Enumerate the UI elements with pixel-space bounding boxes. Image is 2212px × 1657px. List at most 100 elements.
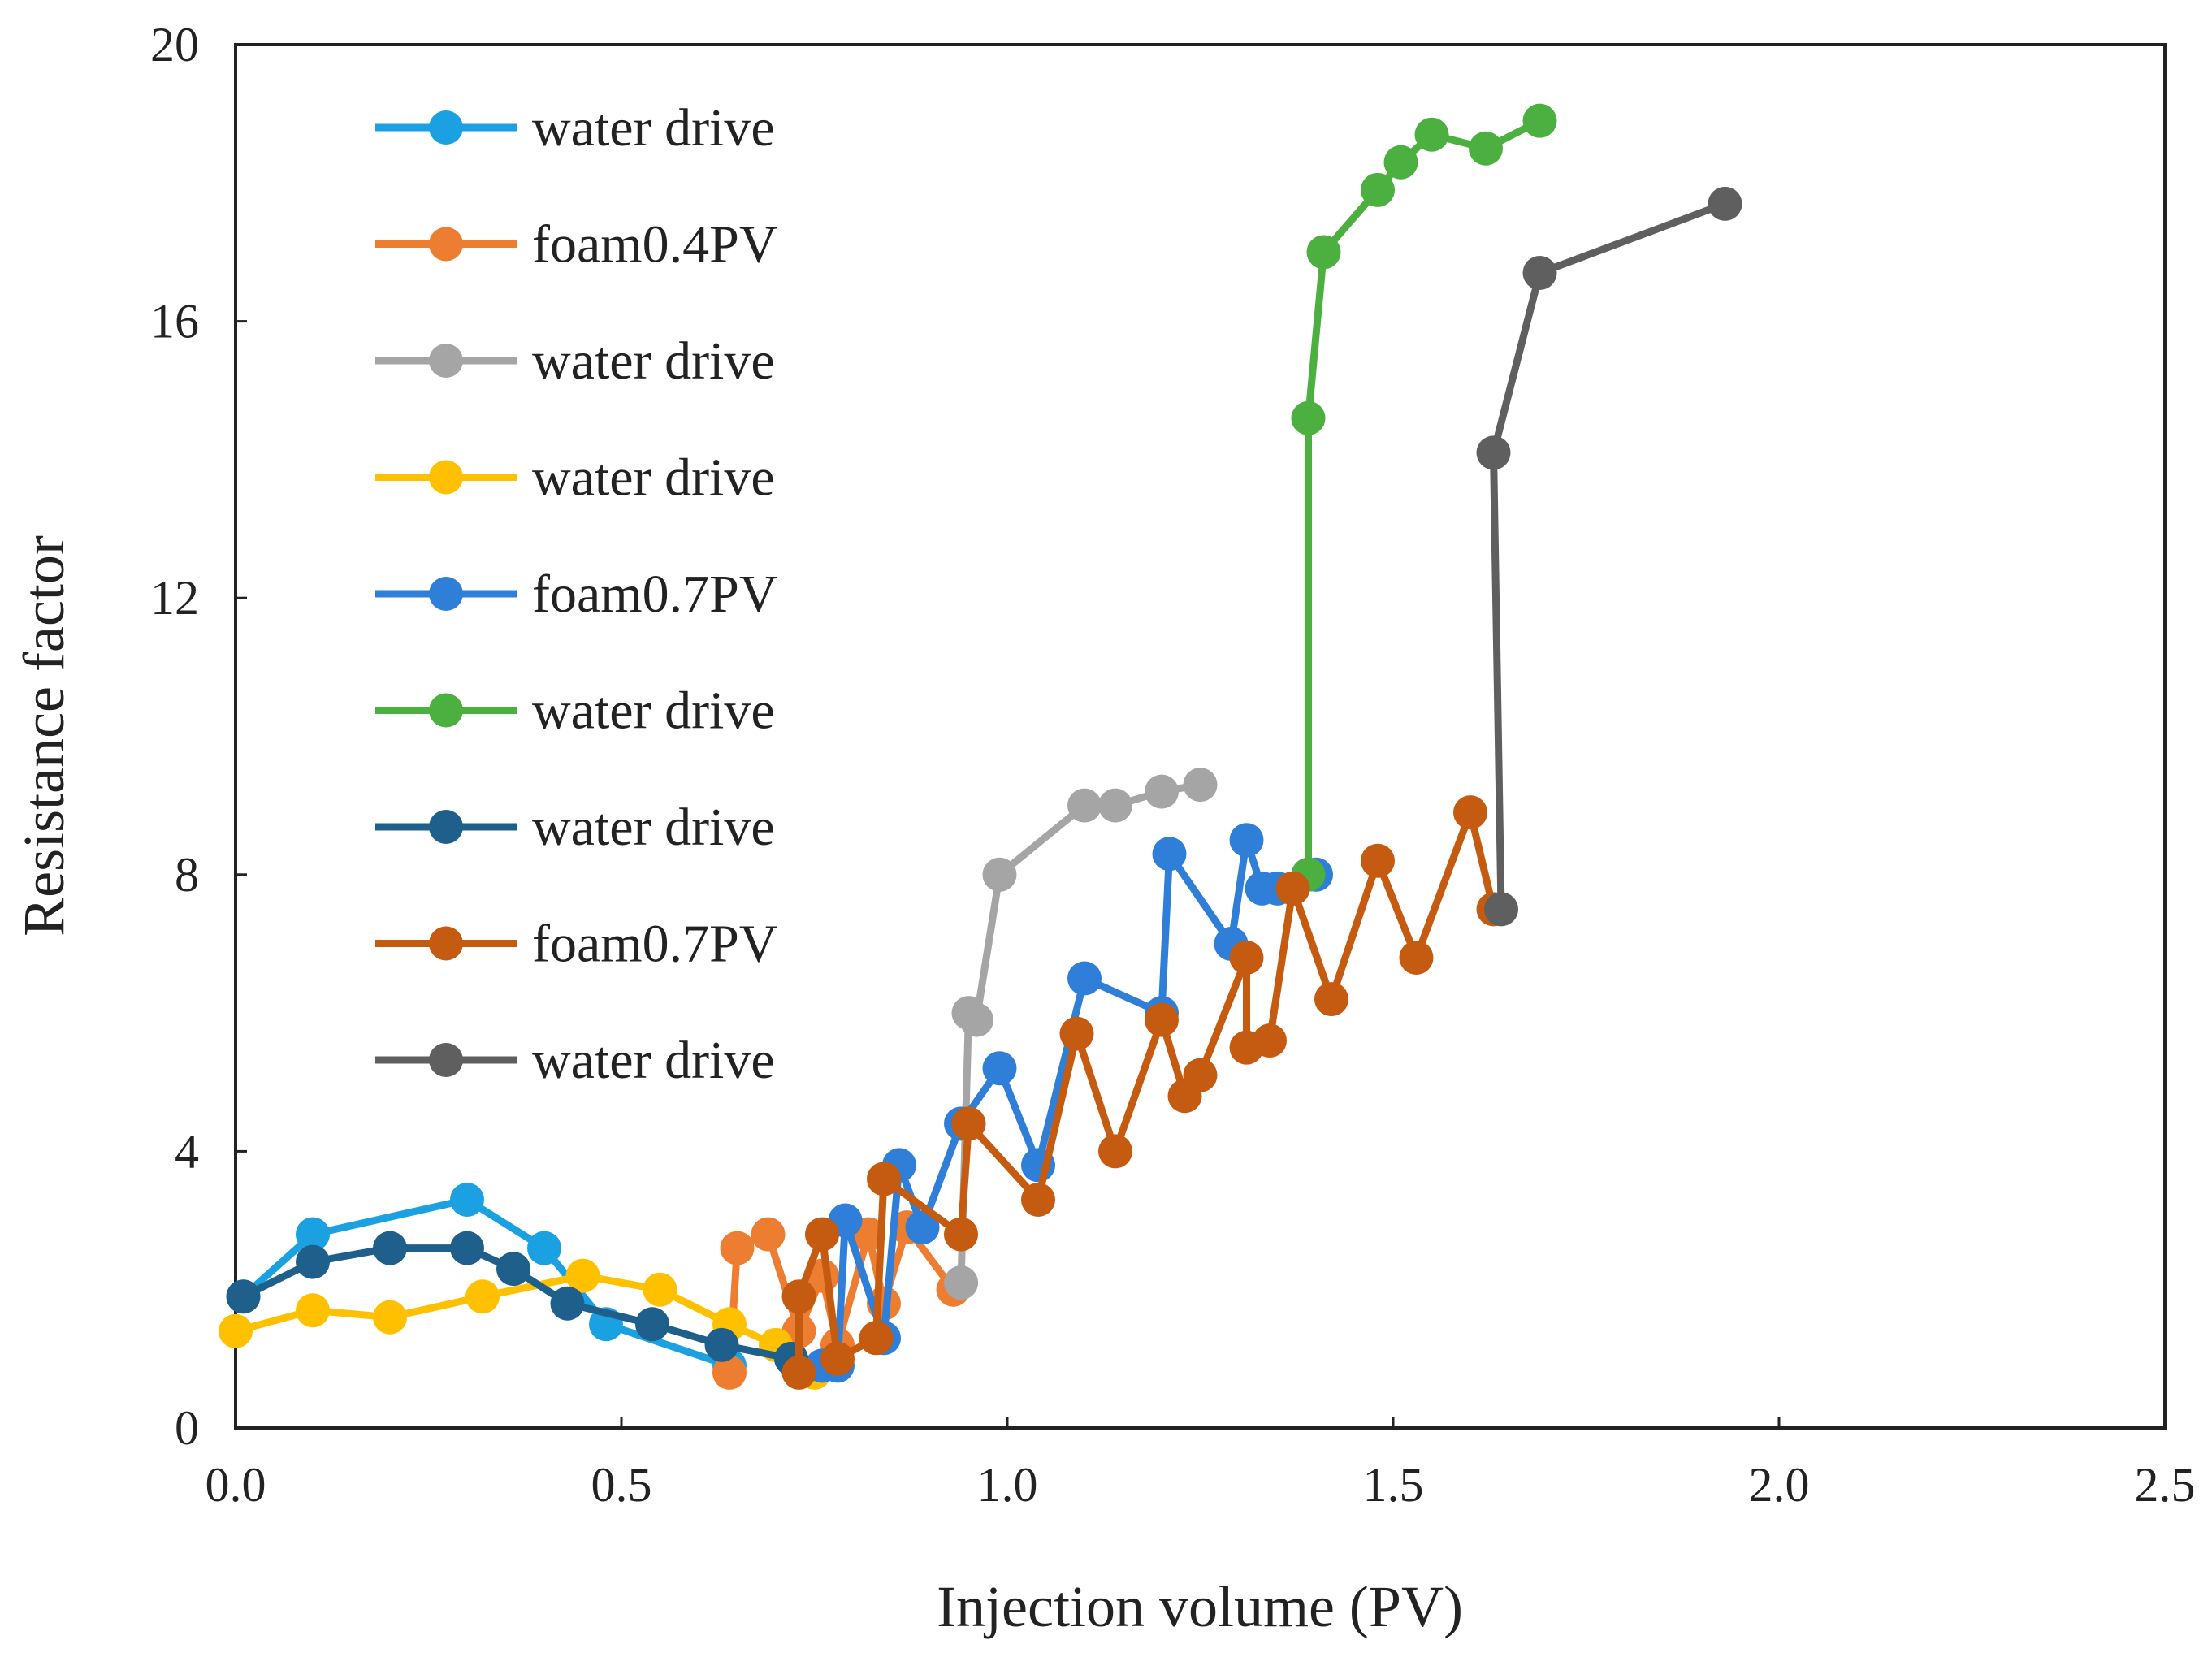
data-point: [1383, 145, 1418, 180]
legend-item: foam0.4PV: [375, 215, 777, 275]
legend: water drive foam0.4PV water drive water dri…: [375, 98, 777, 1090]
data-point: [982, 1051, 1017, 1086]
y-tick-label: 12: [150, 571, 199, 625]
legend-item: foam0.7PV: [375, 565, 777, 624]
legend-marker: [429, 460, 463, 495]
x-tick-label: 1.0: [977, 1458, 1038, 1512]
legend-marker: [429, 810, 463, 844]
legend-label: water drive: [532, 1031, 775, 1090]
data-point: [905, 1210, 940, 1245]
data-point: [867, 1162, 901, 1196]
y-axis-title: Resistance factor: [11, 535, 76, 937]
data-point: [1229, 940, 1264, 975]
data-point: [1059, 1016, 1094, 1051]
x-axis: 0.0 0.5 1.0 1.5 2.0 2.5: [206, 1417, 2196, 1512]
data-point: [373, 1300, 407, 1335]
series-3: [944, 768, 1218, 1300]
data-point: [944, 1265, 978, 1300]
legend-item: water drive: [375, 98, 775, 158]
data-point: [296, 1217, 330, 1252]
data-point: [1253, 1023, 1287, 1058]
data-point: [1522, 255, 1557, 290]
legend-label: foam0.4PV: [532, 215, 777, 275]
data-point: [527, 1231, 561, 1265]
data-point: [805, 1217, 839, 1252]
legend-marker: [429, 577, 463, 611]
data-point: [751, 1217, 786, 1252]
data-point: [565, 1258, 600, 1293]
data-point: [1145, 774, 1179, 809]
series-9: [1476, 186, 1742, 927]
legend-marker: [429, 1043, 463, 1077]
legend-label: water drive: [532, 98, 775, 158]
data-point: [1361, 172, 1395, 207]
data-point: [373, 1231, 407, 1265]
data-point: [496, 1252, 530, 1287]
data-point: [1476, 435, 1511, 470]
data-point: [1291, 400, 1326, 435]
legend-item: foam0.7PV: [375, 915, 777, 974]
series-8: [781, 795, 1511, 1390]
legend-item: water drive: [375, 681, 775, 741]
data-point: [951, 1106, 986, 1141]
x-tick-label: 1.5: [1363, 1458, 1424, 1512]
x-axis-title: Injection volume (PV): [937, 1574, 1463, 1639]
data-point: [1183, 768, 1218, 803]
data-point: [1152, 837, 1187, 872]
legend-label: water drive: [532, 681, 775, 741]
data-point: [1453, 795, 1487, 830]
data-point: [720, 1231, 755, 1265]
series-6: [1291, 103, 1557, 892]
legend-label: water drive: [532, 331, 775, 391]
legend-label: foam0.7PV: [532, 915, 777, 974]
legend-marker: [429, 110, 463, 145]
legend-item: water drive: [375, 1031, 775, 1090]
data-point: [1067, 788, 1102, 823]
data-point: [1522, 103, 1557, 138]
series-line: [1490, 200, 1727, 910]
data-point: [712, 1355, 747, 1390]
y-tick-label: 16: [150, 295, 199, 348]
legend-marker: [429, 227, 463, 262]
y-axis: 0 4 8 12 16 20: [150, 18, 247, 1455]
data-point: [450, 1183, 484, 1218]
data-point: [226, 1279, 261, 1314]
data-point: [1098, 1134, 1132, 1169]
legend-item: water drive: [375, 448, 775, 508]
data-point: [296, 1244, 330, 1279]
series-layer: [219, 103, 1742, 1390]
data-point: [296, 1293, 330, 1328]
data-point: [781, 1355, 816, 1390]
data-point: [944, 1217, 978, 1252]
data-point: [635, 1307, 669, 1342]
data-point: [219, 1313, 253, 1348]
data-point: [1306, 235, 1341, 270]
data-point: [959, 1002, 993, 1037]
data-point: [1469, 131, 1503, 166]
data-point: [1361, 843, 1395, 878]
legend-label: water drive: [532, 448, 775, 508]
data-point: [1484, 892, 1518, 927]
legend-label: foam0.7PV: [532, 565, 777, 624]
legend-label: water drive: [532, 798, 775, 857]
data-point: [550, 1286, 585, 1321]
data-point: [1067, 961, 1102, 996]
legend-item: water drive: [375, 331, 775, 391]
data-point: [450, 1231, 484, 1265]
data-point: [982, 857, 1017, 892]
data-point: [1145, 1002, 1179, 1037]
y-tick-label: 8: [175, 848, 199, 902]
x-tick-label: 0.0: [206, 1458, 266, 1512]
y-tick-label: 20: [150, 18, 199, 71]
data-point: [1183, 1058, 1218, 1092]
data-point: [859, 1321, 894, 1356]
data-point: [1275, 871, 1310, 906]
x-tick-label: 0.5: [591, 1458, 652, 1512]
x-tick-label: 2.0: [1749, 1458, 1810, 1512]
data-point: [704, 1327, 739, 1362]
legend-marker: [429, 926, 463, 961]
y-tick-label: 4: [175, 1124, 199, 1178]
data-point: [1229, 823, 1264, 858]
data-point: [465, 1279, 500, 1314]
